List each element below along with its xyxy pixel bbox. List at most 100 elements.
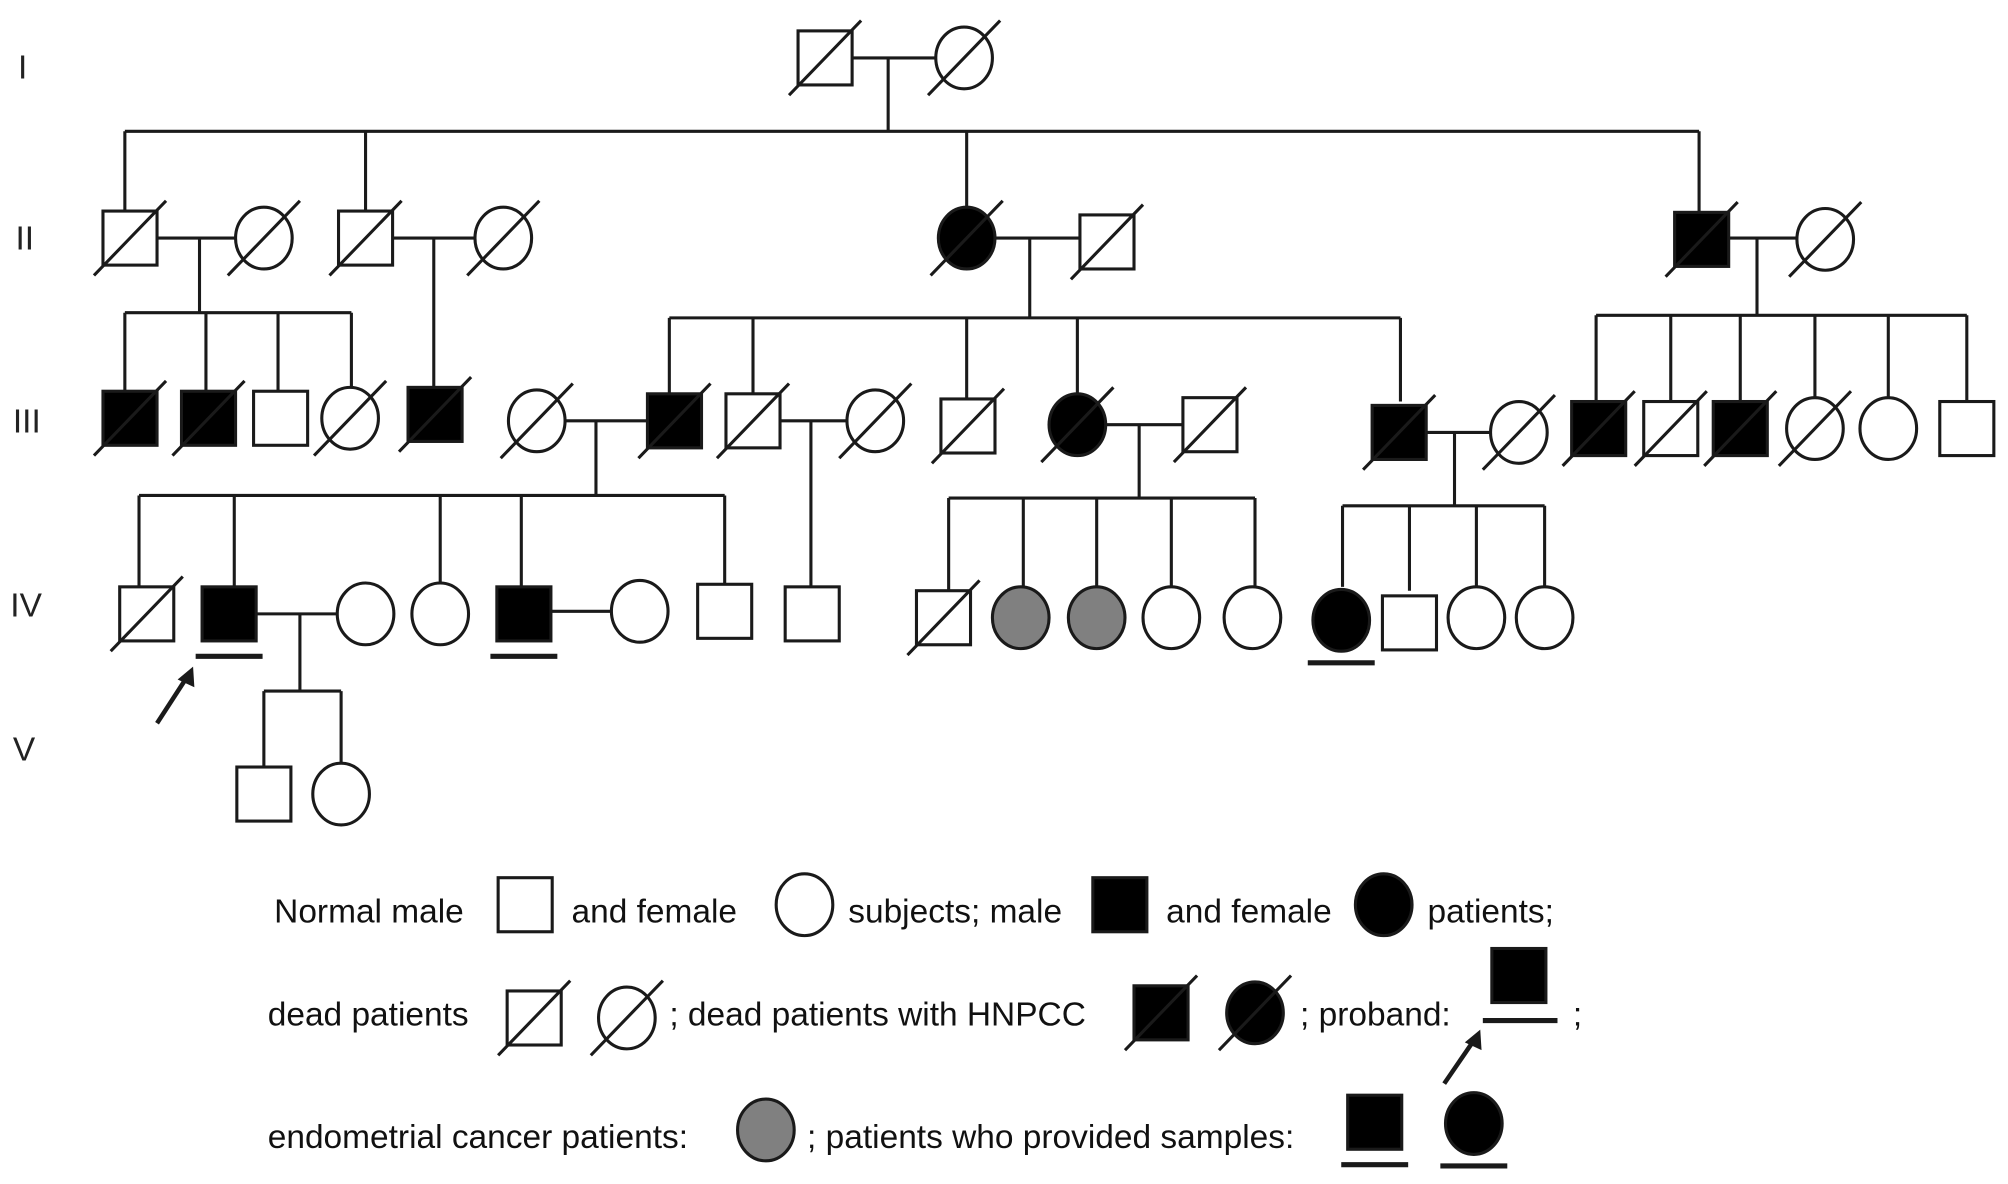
- female-endometrial-cancer-symbol: [1066, 585, 1127, 651]
- deceased-slash-icon: [637, 382, 712, 460]
- female-normal-symbol: [410, 581, 471, 647]
- male-affected-deceased-symbol: [637, 382, 712, 460]
- deceased-slash-icon: [226, 199, 302, 277]
- female-normal-symbol: [1514, 585, 1575, 651]
- female-affected-deceased-symbol: [1040, 386, 1115, 464]
- female-normal-symbol: [774, 872, 835, 938]
- circle-icon: [990, 585, 1051, 651]
- male-normal-deceased-symbol: [109, 575, 184, 653]
- legend-normal-male: Normal male: [274, 894, 464, 931]
- female-normal-deceased-symbol: [1788, 200, 1863, 278]
- deceased-slash-icon: [1172, 386, 1248, 464]
- relationship-lines: [123, 56, 1969, 768]
- circle-icon: [1446, 585, 1507, 651]
- male-normal-deceased-symbol: [328, 199, 403, 277]
- female-affected-symbol: [1307, 587, 1375, 666]
- male-normal-symbol: [252, 389, 310, 447]
- arrow-head: [177, 666, 195, 688]
- deceased-slash-icon: [906, 579, 981, 657]
- square-icon: [1091, 876, 1149, 934]
- deceased-slash-icon: [397, 376, 473, 453]
- generation-label-I: I: [18, 50, 27, 87]
- deceased-slash-icon: [715, 382, 791, 460]
- deceased-slash-icon: [1217, 974, 1293, 1052]
- circle-icon: [1443, 1091, 1504, 1156]
- female-endometrial-cancer-symbol: [990, 585, 1051, 651]
- legend-semicolon: ;: [1573, 997, 1582, 1034]
- male-affected-symbol: [490, 585, 558, 659]
- legend-subjects-male: subjects; male: [848, 894, 1062, 931]
- square-icon: [1938, 399, 1996, 458]
- deceased-slash-icon: [1362, 394, 1437, 471]
- circle-icon: [1222, 585, 1283, 651]
- female-normal-deceased-symbol: [838, 382, 913, 460]
- male-affected-deceased-symbol: [1561, 390, 1636, 467]
- deceased-slash-icon: [930, 387, 1006, 465]
- male-normal-symbol: [1380, 594, 1439, 652]
- deceased-slash-icon: [1481, 394, 1557, 471]
- male-normal-deceased-symbol: [715, 382, 791, 460]
- male-normal-deceased-symbol: [92, 199, 168, 277]
- generation-label-II: II: [15, 221, 34, 258]
- legend-proband: ; proband:: [1300, 997, 1451, 1034]
- square-icon: [783, 585, 841, 643]
- deceased-slash-icon: [109, 575, 184, 653]
- male-affected-deceased-symbol: [1362, 394, 1437, 471]
- deceased-slash-icon: [466, 199, 541, 277]
- male-normal-deceased-symbol: [787, 19, 863, 97]
- female-normal-deceased-symbol: [499, 382, 574, 460]
- female-normal-symbol: [311, 761, 371, 827]
- square-icon: [495, 585, 553, 643]
- legend-dead-patients: dead patients: [268, 997, 469, 1034]
- female-normal-symbol: [1446, 585, 1507, 651]
- circle-icon: [1311, 587, 1372, 653]
- deceased-slash-icon: [312, 379, 388, 457]
- male-affected-symbol: [1490, 946, 1548, 1005]
- deceased-slash-icon: [787, 19, 863, 97]
- proband-arrow-icon: [1442, 1029, 1482, 1085]
- male-normal-deceased-symbol: [1633, 390, 1708, 467]
- deceased-slash-icon: [499, 382, 574, 460]
- square-icon: [200, 585, 258, 643]
- female-normal-deceased-symbol: [312, 379, 388, 457]
- generation-label-III: III: [13, 403, 41, 440]
- female-affected-deceased-symbol: [929, 199, 1004, 277]
- arrow-shaft: [1442, 1037, 1477, 1085]
- deceased-slash-icon: [171, 379, 246, 457]
- circle-icon: [1858, 396, 1919, 461]
- female-normal-symbol: [1222, 585, 1283, 651]
- male-affected-deceased-symbol: [1703, 390, 1778, 467]
- female-normal-deceased-symbol: [226, 199, 302, 277]
- deceased-slash-icon: [1777, 390, 1853, 467]
- deceased-slash-icon: [92, 199, 168, 277]
- proband-arrow-icon: [155, 666, 195, 725]
- male-normal-symbol: [235, 765, 293, 823]
- legend-and-female: and female: [572, 894, 738, 931]
- generation-label-IV: IV: [10, 587, 42, 624]
- male-normal-deceased-symbol: [1069, 203, 1145, 281]
- arrow-shaft: [155, 674, 190, 725]
- legend-patients: patients;: [1427, 894, 1553, 931]
- deceased-slash-icon: [838, 382, 913, 460]
- circle-icon: [1141, 585, 1202, 651]
- deceased-slash-icon: [1703, 390, 1778, 467]
- male-normal-symbol: [696, 582, 754, 640]
- square-icon: [1490, 946, 1548, 1005]
- circle-icon: [774, 872, 835, 938]
- female-normal-deceased-symbol: [466, 199, 541, 277]
- square-icon: [496, 876, 554, 934]
- male-affected-symbol: [195, 585, 263, 659]
- deceased-slash-icon: [1069, 203, 1145, 281]
- deceased-slash-icon: [92, 379, 168, 457]
- male-affected-deceased-symbol: [92, 379, 168, 457]
- male-normal-deceased-symbol: [930, 387, 1006, 465]
- circle-icon: [410, 581, 471, 647]
- circle-icon: [311, 761, 371, 827]
- square-icon: [1346, 1093, 1404, 1151]
- female-normal-symbol: [335, 581, 396, 647]
- female-normal-deceased-symbol: [1777, 390, 1853, 467]
- female-normal-symbol: [609, 578, 670, 644]
- male-normal-symbol: [1938, 399, 1996, 458]
